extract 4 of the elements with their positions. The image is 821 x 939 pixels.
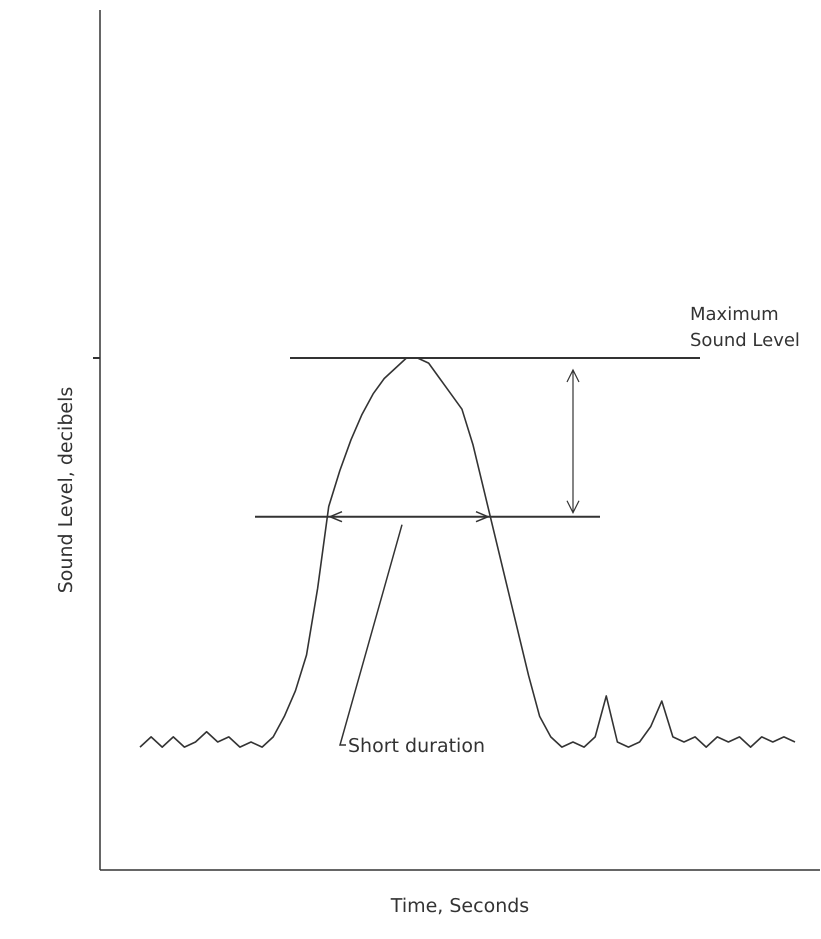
ref-line-label: Maximum Sound Level	[690, 304, 800, 351]
x-axis-title: Time, Seconds	[390, 895, 530, 917]
y-axis-title: Sound Level, decibels	[55, 386, 77, 594]
annotation: Short duration	[348, 735, 485, 757]
